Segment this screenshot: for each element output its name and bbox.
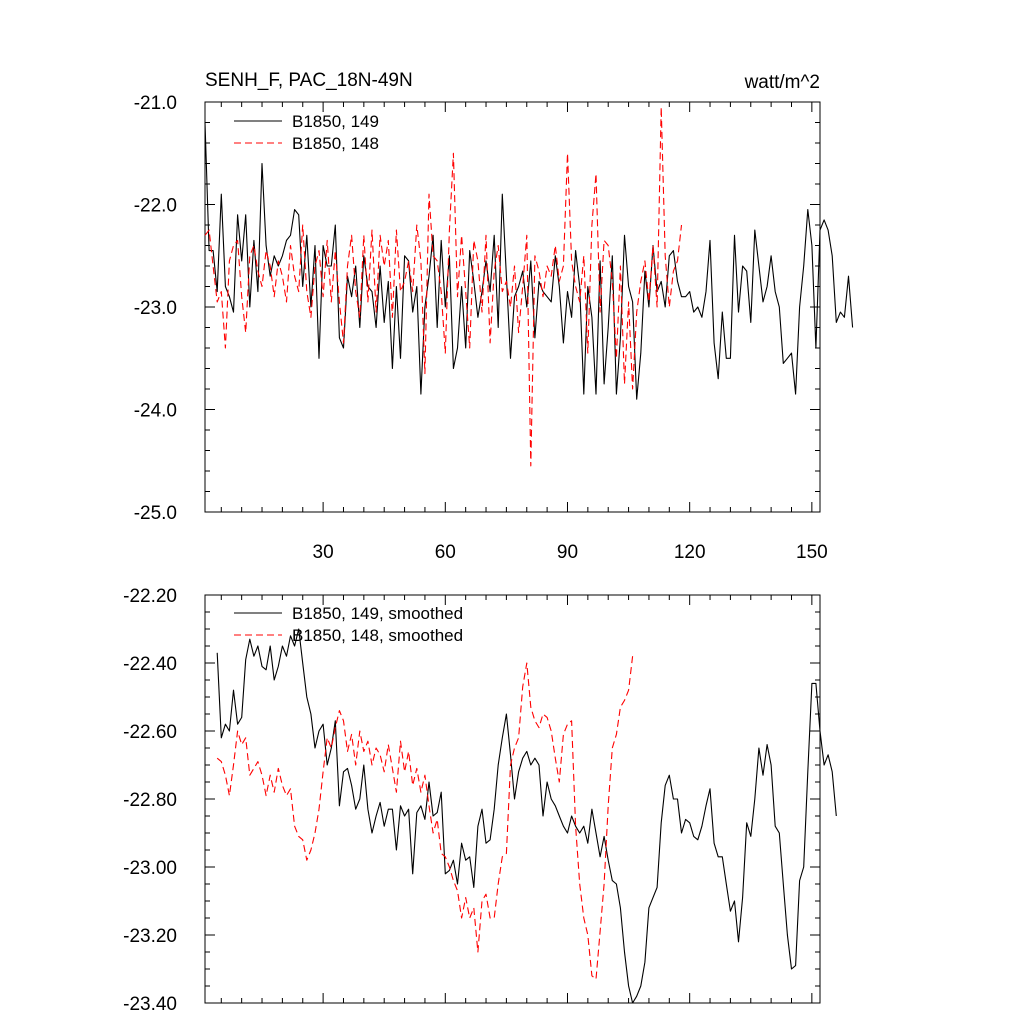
y-tick-label: -24.0: [134, 401, 177, 422]
series-line-148: [216, 656, 634, 980]
legend: B1850, 149, smoothed B1850, 148, smoothed: [234, 604, 463, 645]
x-tick-label: 90: [557, 542, 578, 563]
y-tick-label: -23.0: [134, 298, 177, 319]
units-label: watt/m^2: [744, 72, 820, 93]
series-line-148: [204, 106, 683, 467]
y-tick-label: -23.20: [123, 926, 177, 947]
y-tick-label: -22.0: [134, 196, 177, 217]
top-panel: 30 60 90 120 150 -25.0 -24.0 -23.0 -22.0 -21.0 B18…: [134, 93, 854, 563]
legend-label: B1850, 148, smoothed: [292, 626, 463, 645]
bottom-panel: -23.40 -23.20 -23.00 -22.80 -22.60 -22.40 -22.…: [123, 586, 837, 1015]
y-tick-label: -23.40: [123, 994, 177, 1015]
y-tick-label: -22.60: [123, 722, 177, 743]
legend-label: B1850, 149: [292, 112, 379, 131]
legend-label: B1850, 149, smoothed: [292, 604, 463, 623]
y-tick-label: -23.00: [123, 858, 177, 879]
x-tick-label: 60: [435, 542, 456, 563]
series-line-149: [204, 122, 854, 400]
x-tick-label: 120: [674, 542, 706, 563]
y-tick-label: -22.80: [123, 790, 177, 811]
y-tick-label: -25.0: [134, 503, 177, 524]
y-tick-label: -21.0: [134, 93, 177, 114]
legend-label: B1850, 148: [292, 134, 379, 153]
series-line-149: [216, 628, 837, 1004]
chart-title: SENH_F, PAC_18N-49N: [205, 70, 413, 91]
legend: B1850, 149 B1850, 148: [234, 112, 379, 153]
y-tick-label: -22.20: [123, 586, 177, 607]
x-tick-label: 30: [313, 542, 334, 563]
y-tick-label: -22.40: [123, 654, 177, 675]
x-tick-label: 150: [796, 542, 828, 563]
